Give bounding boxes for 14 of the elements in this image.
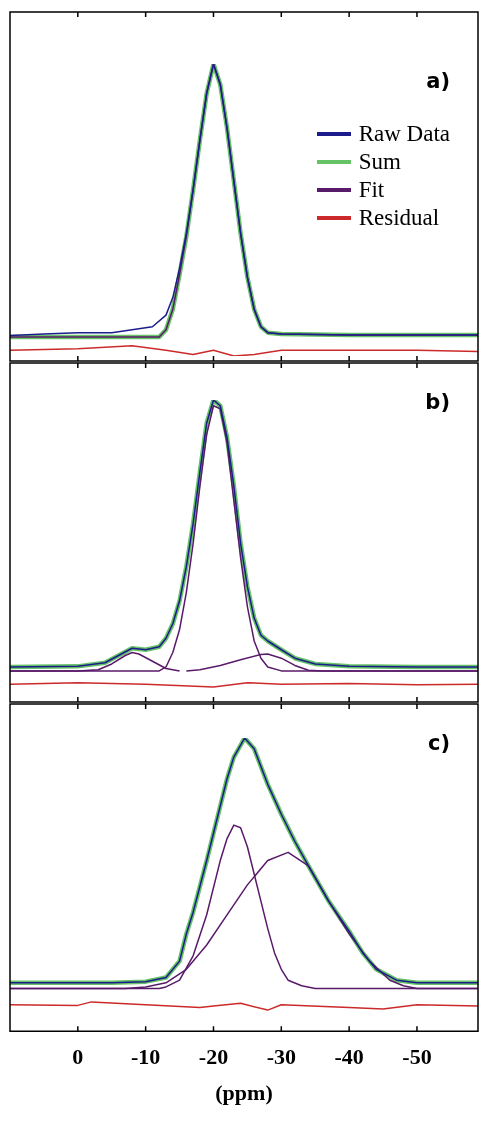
legend-label: Fit (358, 176, 385, 204)
x-tick-label: -50 (402, 1044, 432, 1070)
x-tick-label: 0 (72, 1044, 84, 1070)
x-tick-label: -10 (130, 1044, 161, 1070)
annotation: b) (425, 389, 450, 414)
annotation: c) (427, 730, 450, 755)
annotation: a) (426, 68, 450, 93)
legend-label: Sum (358, 148, 401, 176)
legend-label: Residual (358, 204, 440, 232)
legend-label: Raw Data (358, 120, 450, 148)
x-axis-title: (ppm) (215, 1080, 273, 1106)
x-tick-label: -30 (266, 1044, 296, 1070)
x-tick-label: -20 (198, 1044, 229, 1070)
x-tick-label: -40 (334, 1044, 364, 1070)
